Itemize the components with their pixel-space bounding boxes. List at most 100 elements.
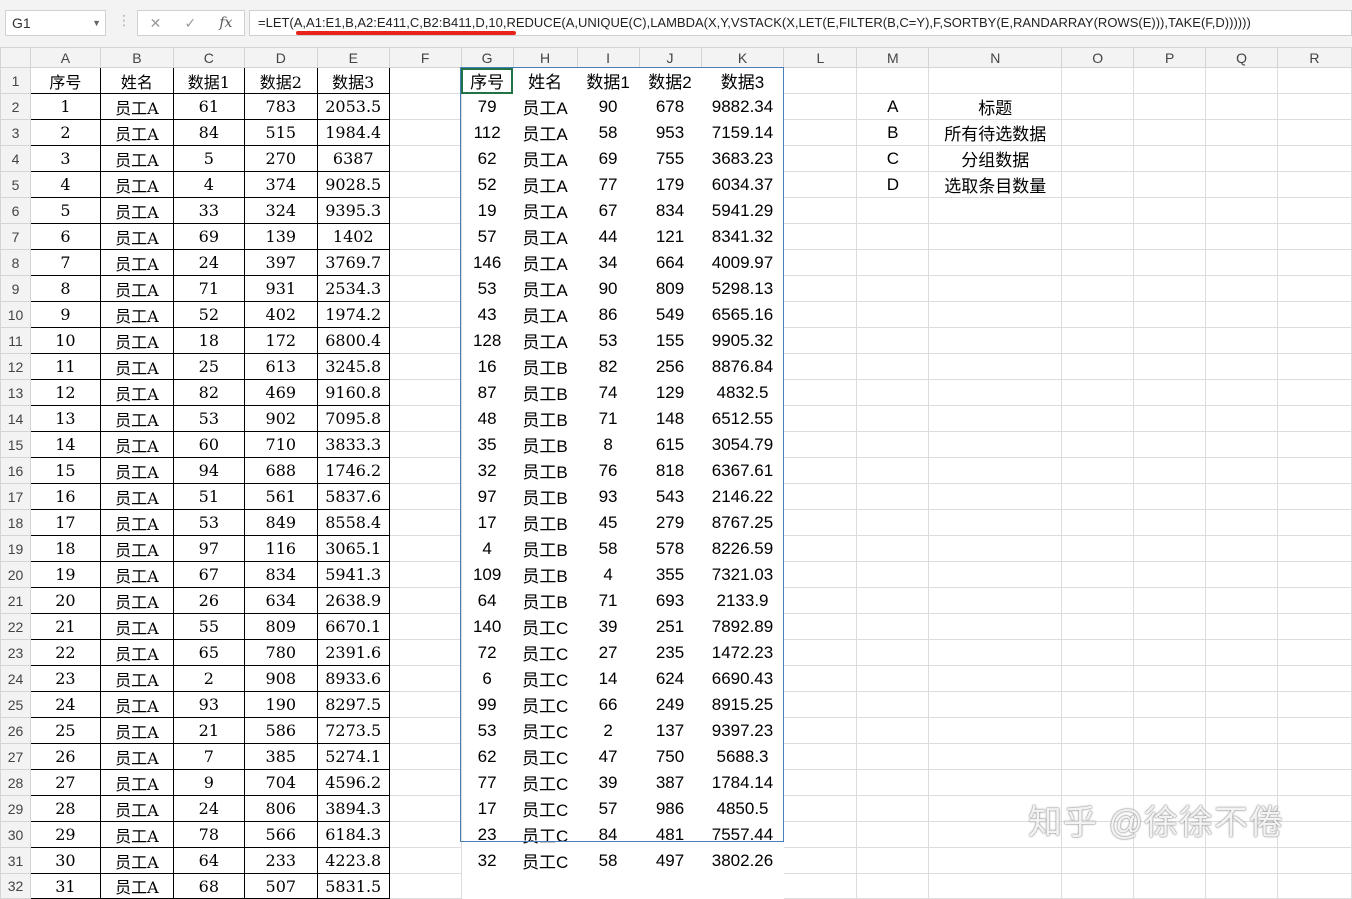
cell-A30[interactable]: 29	[29, 821, 101, 848]
cell-G28[interactable]: 77	[477, 772, 497, 792]
cell-P10[interactable]	[1133, 301, 1207, 328]
cell-Q20[interactable]	[1205, 561, 1278, 588]
cell-F5[interactable]	[388, 171, 462, 198]
cell-R18[interactable]	[1276, 509, 1352, 536]
cell-G21[interactable]: 64	[477, 590, 497, 610]
row-header-13[interactable]: 13	[0, 379, 31, 406]
cell-R19[interactable]	[1276, 535, 1352, 562]
cell-O14[interactable]	[1061, 405, 1135, 432]
cell-Q21[interactable]	[1205, 587, 1278, 614]
cell-Q14[interactable]	[1205, 405, 1278, 432]
cell-N13[interactable]	[928, 379, 1063, 406]
cell-J3[interactable]: 953	[655, 122, 685, 142]
cell-M6[interactable]	[856, 197, 930, 224]
column-header-M[interactable]: M	[856, 47, 930, 68]
row-header-11[interactable]: 11	[0, 327, 31, 354]
cell-F12[interactable]	[388, 353, 462, 380]
cell-K16[interactable]: 6367.61	[711, 460, 774, 480]
cell-B11[interactable]: 员工A	[99, 327, 174, 354]
cell-R21[interactable]	[1276, 587, 1352, 614]
cell-N32[interactable]	[928, 873, 1063, 899]
column-header-L[interactable]: L	[783, 47, 858, 68]
cell-L13[interactable]	[783, 379, 858, 406]
cell-P12[interactable]	[1133, 353, 1207, 380]
row-header-5[interactable]: 5	[0, 171, 31, 198]
cell-J30[interactable]: 481	[655, 824, 685, 844]
cell-M27[interactable]	[856, 743, 930, 770]
cell-J27[interactable]: 750	[655, 746, 685, 766]
cell-D16[interactable]: 688	[243, 457, 318, 484]
cell-E30[interactable]: 6184.3	[316, 821, 390, 848]
cell-C22[interactable]: 55	[172, 613, 245, 640]
cell-L17[interactable]	[783, 483, 858, 510]
cell-O1[interactable]	[1061, 67, 1135, 94]
cell-H14[interactable]: 员工B	[522, 411, 568, 430]
insert-function-icon[interactable]: fx	[219, 15, 233, 31]
cell-N11[interactable]	[928, 327, 1063, 354]
cell-K32[interactable]	[701, 874, 784, 899]
cell-P1[interactable]	[1133, 67, 1207, 94]
cell-J4[interactable]: 755	[655, 148, 685, 168]
cell-O20[interactable]	[1061, 561, 1135, 588]
cell-I6[interactable]: 67	[598, 200, 618, 220]
cell-D13[interactable]: 469	[243, 379, 318, 406]
cell-N16[interactable]	[928, 457, 1063, 484]
cell-R4[interactable]	[1276, 145, 1352, 172]
cell-M10[interactable]	[856, 301, 930, 328]
cell-I22[interactable]: 39	[598, 616, 618, 636]
cell-M28[interactable]	[856, 769, 930, 796]
cell-B20[interactable]: 员工A	[99, 561, 174, 588]
cell-Q10[interactable]	[1205, 301, 1278, 328]
cell-M3[interactable]: B	[856, 119, 930, 146]
cell-L24[interactable]	[783, 665, 858, 692]
cell-G15[interactable]: 35	[477, 434, 497, 454]
cell-R30[interactable]	[1276, 821, 1352, 848]
cell-R20[interactable]	[1276, 561, 1352, 588]
cell-O13[interactable]	[1061, 379, 1135, 406]
cell-J7[interactable]: 121	[655, 226, 685, 246]
cell-K13[interactable]: 4832.5	[716, 382, 769, 402]
cell-I28[interactable]: 39	[598, 772, 618, 792]
cell-G16[interactable]: 32	[477, 460, 497, 480]
cell-I30[interactable]: 84	[598, 824, 618, 844]
cell-B3[interactable]: 员工A	[99, 119, 174, 146]
cell-A6[interactable]: 5	[29, 197, 101, 224]
cell-G12[interactable]: 16	[477, 356, 497, 376]
cell-O32[interactable]	[1061, 873, 1135, 899]
cell-B27[interactable]: 员工A	[99, 743, 174, 770]
cell-H22[interactable]: 员工C	[521, 619, 569, 638]
row-header-4[interactable]: 4	[0, 145, 31, 172]
row-header-14[interactable]: 14	[0, 405, 31, 432]
cell-J20[interactable]: 355	[655, 564, 685, 584]
cell-Q8[interactable]	[1205, 249, 1278, 276]
cell-N26[interactable]	[928, 717, 1063, 744]
cell-F27[interactable]	[388, 743, 462, 770]
cell-J21[interactable]: 693	[655, 590, 685, 610]
cell-Q16[interactable]	[1205, 457, 1278, 484]
cell-B2[interactable]: 员工A	[99, 93, 174, 120]
cell-B5[interactable]: 员工A	[99, 171, 174, 198]
cell-N28[interactable]	[928, 769, 1063, 796]
cell-L14[interactable]	[783, 405, 858, 432]
cell-B4[interactable]: 员工A	[99, 145, 174, 172]
cell-B28[interactable]: 员工A	[99, 769, 174, 796]
cell-O12[interactable]	[1061, 353, 1135, 380]
cell-H2[interactable]: 员工A	[522, 99, 568, 118]
cell-A25[interactable]: 24	[29, 691, 101, 718]
cell-A21[interactable]: 20	[29, 587, 101, 614]
cell-G18[interactable]: 17	[477, 512, 497, 532]
column-header-B[interactable]: B	[99, 47, 174, 68]
cell-R13[interactable]	[1276, 379, 1352, 406]
cell-A17[interactable]: 16	[29, 483, 101, 510]
cell-H23[interactable]: 员工C	[521, 645, 569, 664]
cell-O5[interactable]	[1061, 171, 1135, 198]
cell-Q19[interactable]	[1205, 535, 1278, 562]
cell-C30[interactable]: 78	[172, 821, 245, 848]
cell-D15[interactable]: 710	[243, 431, 318, 458]
cell-R12[interactable]	[1276, 353, 1352, 380]
cell-A27[interactable]: 26	[29, 743, 101, 770]
cell-L21[interactable]	[783, 587, 858, 614]
cell-D12[interactable]: 613	[243, 353, 318, 380]
cell-A13[interactable]: 12	[29, 379, 101, 406]
cell-D5[interactable]: 374	[243, 171, 318, 198]
